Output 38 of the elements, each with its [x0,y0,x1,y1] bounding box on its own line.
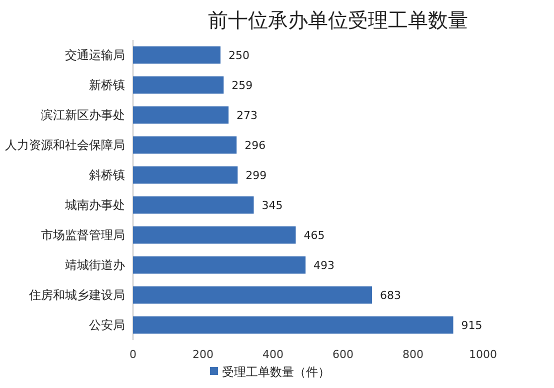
y-tick-label: 靖城街道办 [65,258,125,272]
bar [133,76,224,94]
bar [133,316,454,334]
bar [133,46,220,64]
data-label: 250 [228,49,250,62]
x-tick-label: 600 [332,348,354,361]
bar [133,226,296,244]
data-label: 683 [380,289,402,302]
data-label: 493 [314,259,335,272]
x-tick-label: 800 [402,348,424,361]
bar [133,286,372,304]
x-tick-label: 400 [262,348,284,361]
x-tick-label: 1000 [469,348,497,361]
data-label: 259 [232,79,253,92]
data-label: 465 [304,229,325,242]
y-tick-label: 新桥镇 [89,78,125,92]
data-label: 273 [236,109,258,122]
chart-title: 前十位承办单位受理工单数量 [208,8,468,32]
legend-label: 受理工单数量（件） [222,365,330,379]
y-tick-label: 公安局 [89,318,125,332]
y-tick-label: 交通运输局 [65,48,125,62]
x-tick-label: 0 [130,348,136,361]
bar [133,196,254,214]
y-tick-label: 市场监督管理局 [41,228,125,242]
data-label: 915 [461,319,482,332]
bar [133,106,229,124]
bar [133,256,306,274]
y-tick-label: 住房和城乡建设局 [28,288,125,302]
y-tick-label: 城南办事处 [64,198,125,212]
y-tick-label: 人力资源和社会保障局 [5,138,125,152]
bar [133,136,237,154]
data-label: 299 [246,169,267,182]
y-tick-label: 斜桥镇 [89,168,125,182]
x-tick-label: 200 [192,348,214,361]
data-label: 296 [244,139,266,152]
data-label: 345 [262,199,283,212]
y-tick-label: 滨江新区办事处 [41,108,125,122]
bar [133,166,238,184]
